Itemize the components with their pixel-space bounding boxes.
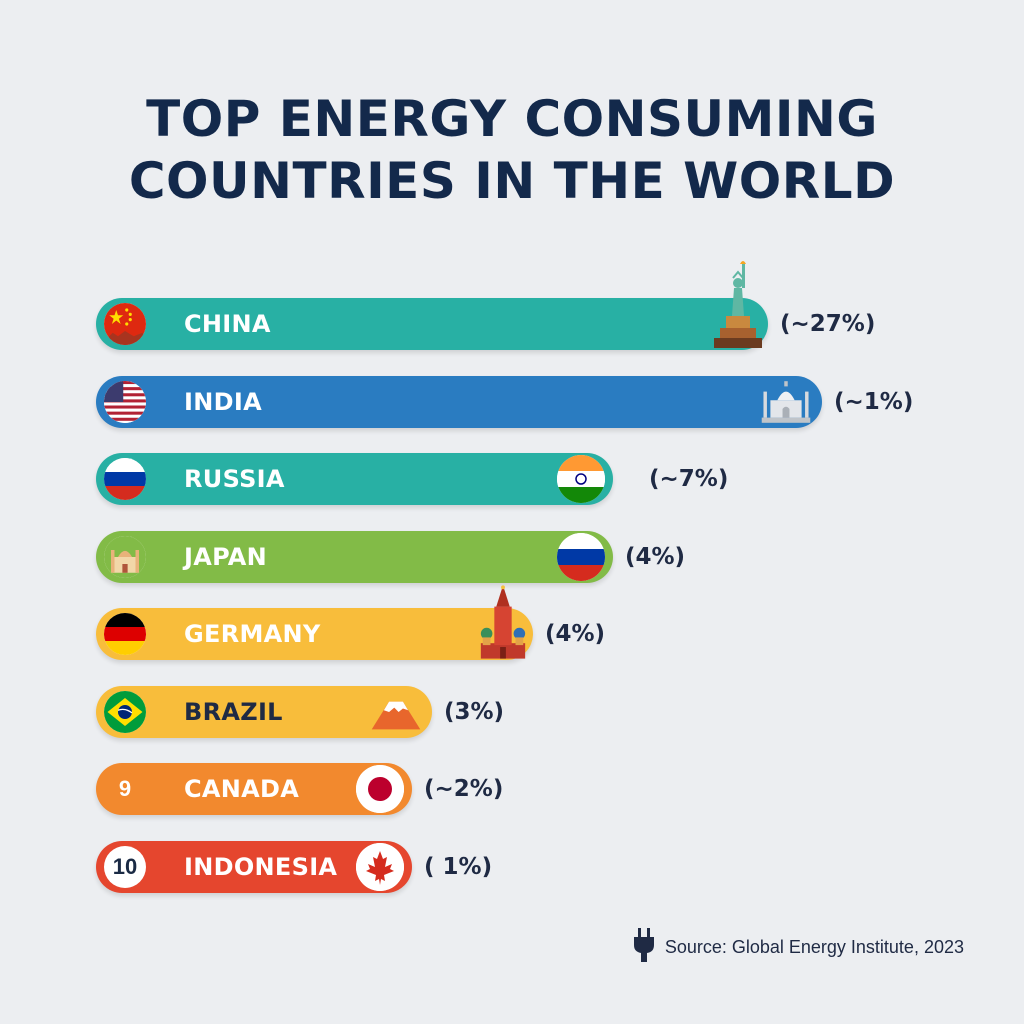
bar-indonesia: 10 INDONESIA — [96, 840, 412, 893]
category-label: CHINA — [184, 310, 271, 338]
kremlin-icon — [477, 582, 529, 662]
source-note: Source: Global Energy Institute, 2023 — [633, 928, 964, 967]
chart-title-line-2: COUNTRIES IN THE WORLD — [128, 152, 896, 210]
statue-of-liberty-icon — [712, 258, 764, 350]
category-label: JAPAN — [184, 542, 268, 571]
taj-mahal-icon — [760, 378, 812, 426]
bar-canada: 9 CANADA — [96, 763, 412, 815]
value-label: (4%) — [625, 543, 686, 570]
bar-china: CHINA — [96, 261, 768, 350]
value-label: (~1%) — [834, 388, 914, 415]
category-label: BRAZIL — [184, 697, 283, 726]
value-label: (4%) — [545, 621, 606, 647]
brazil-flag-icon — [104, 690, 146, 733]
rank-badge: 10 — [104, 845, 146, 888]
canada-flag-icon — [356, 842, 404, 891]
germany-flag-icon — [104, 613, 146, 655]
india-flag-icon — [557, 455, 605, 503]
category-label: INDIA — [184, 387, 262, 416]
bar-japan: JAPAN — [96, 530, 613, 583]
russia-flag-icon — [557, 532, 605, 581]
value-label: ( 1%) — [424, 853, 493, 880]
value-label: (~7%) — [649, 466, 729, 492]
value-label: (~27%) — [780, 311, 876, 337]
category-label: GERMANY — [184, 620, 321, 648]
bar-germany: GERMANY — [96, 585, 533, 660]
value-label: (3%) — [444, 698, 505, 725]
china-flag-icon — [104, 303, 146, 345]
taj-palace-icon — [104, 535, 146, 578]
chart-title-line-1: TOP ENERGY CONSUMING — [146, 90, 878, 148]
russia-flag-icon — [104, 458, 146, 500]
category-label: CANADA — [184, 775, 300, 803]
bar-russia: RUSSIA — [96, 453, 613, 505]
usa-flag-icon — [104, 380, 146, 423]
bar-brazil: BRAZIL — [96, 685, 432, 738]
chart-title: TOP ENERGY CONSUMING COUNTRIES IN THE WO… — [0, 88, 1024, 212]
source-text: Source: Global Energy Institute, 2023 — [664, 937, 964, 957]
category-label: INDONESIA — [184, 852, 338, 881]
japan-flag-icon — [356, 765, 404, 813]
category-label: RUSSIA — [184, 465, 285, 493]
rank-badge: 9 — [118, 776, 132, 801]
plug-icon — [633, 928, 655, 967]
value-label: (~2%) — [424, 776, 504, 802]
bar-india: INDIA — [96, 375, 822, 428]
mount-fuji-icon — [370, 688, 422, 736]
